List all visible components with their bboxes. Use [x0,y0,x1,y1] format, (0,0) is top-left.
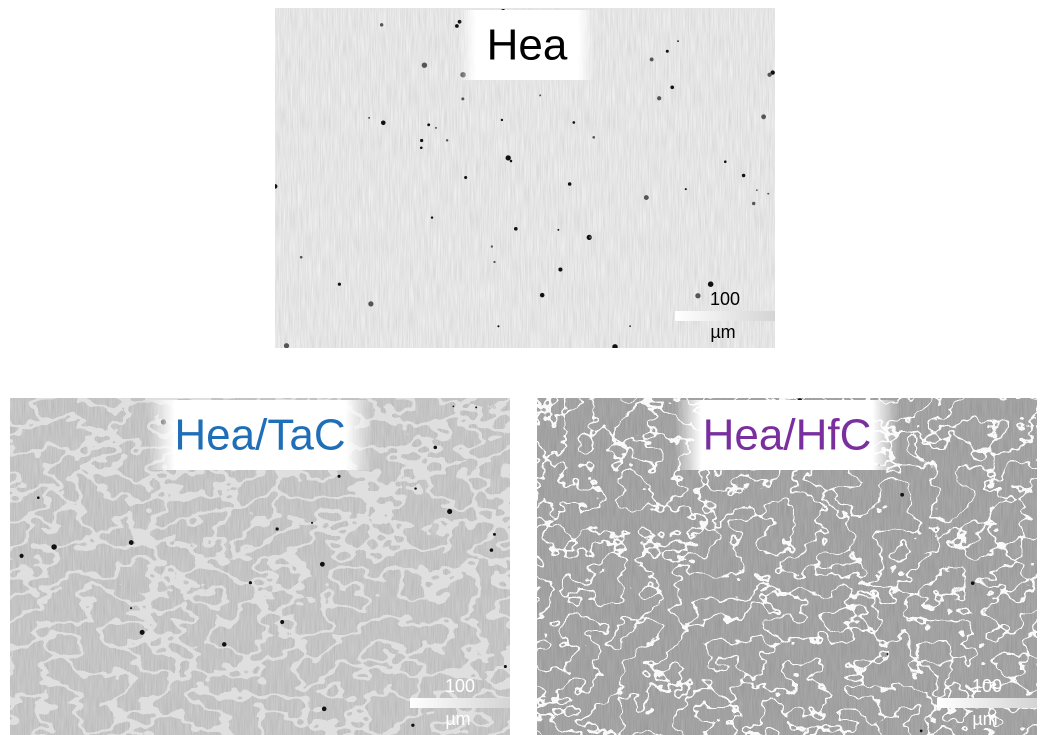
pore [434,446,438,450]
scale-value: 100 [972,676,1002,696]
scale-value: 100 [445,676,475,696]
pore [767,193,769,195]
pore [506,155,511,160]
pore [273,184,278,189]
pore [338,283,341,286]
figure: Hea 100 µm Hea/TaC 100 µm Hea/HfC 100 µm [0,0,1043,735]
pore [464,176,467,179]
pore [249,581,252,584]
pore [280,620,284,624]
pore [657,96,661,100]
pore [501,119,503,121]
pore [322,707,327,712]
pore [558,267,562,271]
scale-bar [410,698,510,708]
pore [695,293,700,298]
scale-bar [675,311,775,321]
pore [475,406,477,408]
pore [491,245,493,247]
pore [51,544,57,550]
pore [742,174,745,177]
pore [140,630,145,635]
pore [284,343,289,348]
pore [427,123,430,126]
pore [629,325,631,327]
pore [420,146,423,149]
scale-unit: µm [710,322,735,342]
pore [493,533,496,536]
pore [380,23,383,26]
pore [447,509,452,514]
pore [756,189,758,191]
pore [677,40,679,42]
pore [752,202,755,205]
pore [592,136,595,139]
pore [504,665,507,668]
pore [724,160,727,163]
pore [497,325,499,327]
pore [411,724,414,727]
pore [971,581,975,585]
pore [130,607,132,609]
scale-bar [937,698,1037,708]
pore [644,195,649,200]
pore [685,188,687,190]
pore [422,62,427,67]
pore [514,227,518,231]
pore [589,236,591,238]
scale-unit: µm [972,709,997,729]
micrograph-panel: Hea/HfC 100 µm [537,398,1037,735]
pore [568,182,572,186]
pore [493,261,495,263]
pore [670,85,674,89]
pore [920,729,923,732]
pore [37,496,40,499]
scale-unit: µm [445,709,470,729]
pore [573,121,576,124]
pore [887,653,889,655]
pore [900,493,904,497]
pore [368,301,373,306]
panel-label: Hea/HfC [703,411,872,460]
pore [455,24,459,28]
pore [490,548,494,552]
pore [420,139,423,142]
pore [540,293,545,298]
pore [431,216,433,218]
pore [461,97,464,100]
pore [539,94,541,96]
panel-label: Hea [487,21,568,70]
pore [311,522,313,524]
micrograph-panel: Hea/TaC 100 µm [10,398,510,735]
scale-value: 100 [710,289,740,309]
pore [612,344,618,350]
micrograph-panel: Hea 100 µm [273,8,775,350]
pore [414,487,416,489]
pore [368,117,370,119]
pore [666,50,669,53]
pore [276,527,279,530]
pore [222,642,226,646]
pore [761,114,766,119]
pore [129,540,134,545]
pore [20,554,24,558]
pore [435,127,437,129]
pore [650,57,654,61]
panel-label: Hea/TaC [174,411,345,460]
pore [446,139,448,141]
pore [320,562,325,567]
pore [338,475,341,478]
pore [300,256,303,259]
pore [452,406,454,408]
pore [381,120,386,125]
pore [510,160,513,163]
pore [708,281,714,287]
pore [557,229,559,231]
page: Hea100µmHea/TaC100µmHea/HfC100µm (() => … [0,0,1043,735]
pore [767,73,771,77]
